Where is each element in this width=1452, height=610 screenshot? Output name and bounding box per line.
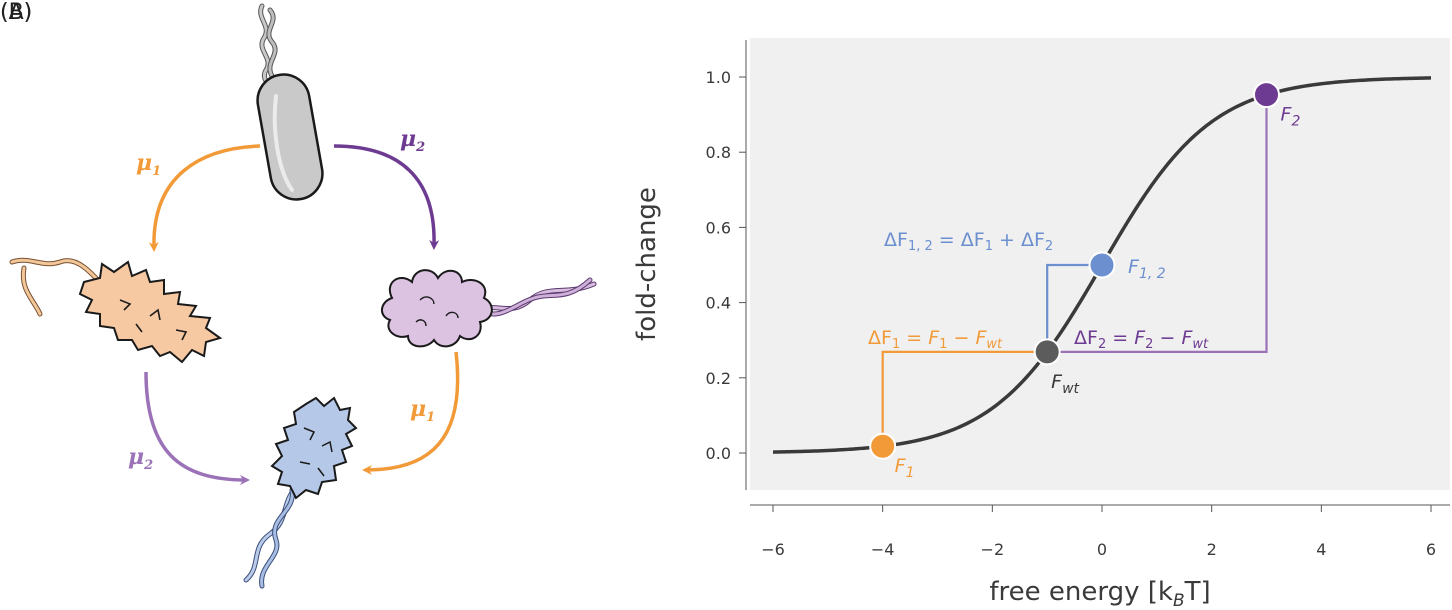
mu2-label-top: μ2 — [400, 126, 425, 155]
x-tick-label: 6 — [1426, 540, 1436, 559]
fold-change-chart: 0.0 0.2 0.4 0.6 0.8 1.0 −6 −4 −2 0 2 4 6 F1 Fwt F1,… — [632, 38, 1450, 610]
y-tick-label: 0.2 — [706, 369, 731, 388]
x-tick-label: 4 — [1316, 540, 1326, 559]
x-tick-label: −6 — [761, 540, 785, 559]
y-tick-label: 0.8 — [706, 143, 731, 162]
x-axis-title: free energy [kBT] — [989, 577, 1210, 610]
double-mutant-cell — [243, 396, 358, 589]
point-label-fwt: Fwt — [1051, 371, 1079, 397]
arrow-mu1-top — [148, 144, 261, 252]
arrow-mu1-bottom — [362, 351, 460, 475]
point-label-f12: F1, 2 — [1128, 256, 1166, 282]
connector-fwt-f2 — [1047, 94, 1268, 353]
arrow-mu2-bottom — [144, 371, 250, 485]
connector-fwt-f12 — [1046, 263, 1102, 352]
point-label-f2: F2 — [1281, 104, 1301, 130]
annotation-delta-f1: ΔF1 = F1 − Fwt — [868, 327, 1003, 352]
data-point-fwt — [1033, 338, 1061, 366]
mu2-label-bottom: μ2 — [128, 444, 153, 473]
y-tick-label: 1.0 — [706, 68, 731, 87]
data-point-f2 — [1253, 81, 1280, 109]
x-tick-label: −2 — [981, 540, 1005, 559]
data-point-f12 — [1088, 251, 1116, 279]
arrow-mu2-top — [333, 144, 440, 250]
panel-a-illustration: μ1 μ2 μ2 μ1 — [9, 3, 597, 589]
x-tick-label: 0 — [1097, 540, 1107, 559]
x-ticks: −6 −4 −2 0 2 4 6 — [761, 505, 1436, 559]
x-tick-label: −4 — [871, 540, 895, 559]
panel-a-label: (A) — [0, 0, 33, 25]
data-points — [869, 81, 1280, 460]
mutant-1-cell — [9, 257, 223, 364]
mu1-label-top: μ1 — [136, 150, 161, 179]
panel-b-label: (B) — [0, 0, 33, 25]
wild-type-cell — [256, 3, 324, 201]
mu1-label-bottom: μ1 — [410, 396, 435, 425]
y-tick-label: 0.0 — [706, 444, 731, 463]
annotation-delta-f2: ΔF2 = F2 − Fwt — [1074, 327, 1209, 352]
data-point-f1 — [869, 432, 897, 460]
x-tick-label: 2 — [1207, 540, 1217, 559]
y-axis-title: fold-change — [632, 187, 662, 341]
y-tick-label: 0.4 — [706, 294, 731, 313]
annotation-delta-f12: ΔF1, 2 = ΔF1 + ΔF2 — [884, 229, 1053, 254]
y-ticks: 0.0 0.2 0.4 0.6 0.8 1.0 — [706, 68, 746, 463]
point-label-f1: F1 — [895, 455, 915, 481]
y-tick-label: 0.6 — [706, 218, 731, 237]
connector-f1-fwt — [881, 350, 1048, 447]
mutant-2-cell — [381, 269, 597, 348]
